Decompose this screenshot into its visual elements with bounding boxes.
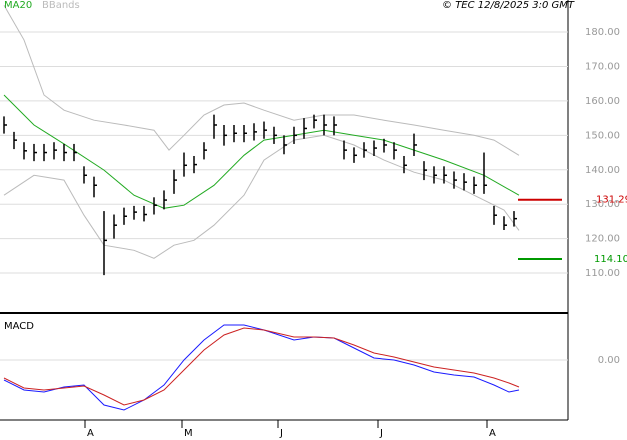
series-line — [3, 327, 520, 406]
y-tick-label: 110.00 — [585, 268, 620, 279]
x-tick-label: M — [184, 428, 193, 439]
series-line — [3, 4, 520, 156]
x-tick-label: A — [87, 428, 94, 439]
y-tick-label: 140.00 — [585, 165, 620, 176]
y-tick-label: 120.00 — [585, 234, 620, 245]
plot-bg — [0, 0, 568, 420]
last-value-label: 131.29 — [596, 195, 627, 206]
x-tick-label: J — [379, 428, 383, 439]
y-tick-label: 170.00 — [585, 61, 620, 72]
y-tick-label: 180.00 — [585, 27, 620, 38]
x-tick-label: A — [489, 428, 496, 439]
series-line — [3, 94, 520, 209]
y-tick-label: 130.00 — [585, 199, 620, 210]
x-tick-label: J — [279, 428, 283, 439]
y-tick-label: 160.00 — [585, 96, 620, 107]
last-value-label: 114.10 — [594, 254, 627, 265]
y-tick-label: 150.00 — [585, 130, 620, 141]
y-tick-label: 0.00 — [598, 355, 620, 366]
credit: © TEC 12/8/2025 3:0 GMT — [442, 0, 575, 11]
legend-entry: BBands — [42, 0, 80, 11]
panel-title: MACD — [4, 321, 34, 332]
legend-entry: MA20 — [4, 0, 32, 11]
